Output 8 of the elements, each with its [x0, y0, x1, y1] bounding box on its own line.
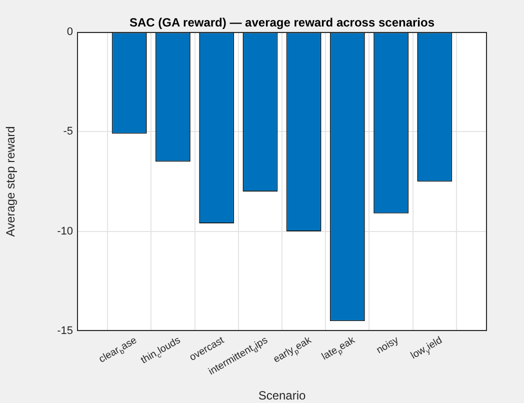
y-axis-title: Average step reward	[4, 126, 18, 237]
y-tick-label: -5	[63, 126, 73, 138]
chart-title: SAC (GA reward) — average reward across scenarios	[129, 15, 435, 30]
x-axis-title: Scenario	[258, 388, 306, 402]
x-tick-label: noisy	[374, 334, 401, 356]
y-tick-label: -15	[57, 325, 73, 338]
y-tick-label: -10	[57, 225, 73, 238]
y-tick-label: 0	[66, 26, 73, 38]
